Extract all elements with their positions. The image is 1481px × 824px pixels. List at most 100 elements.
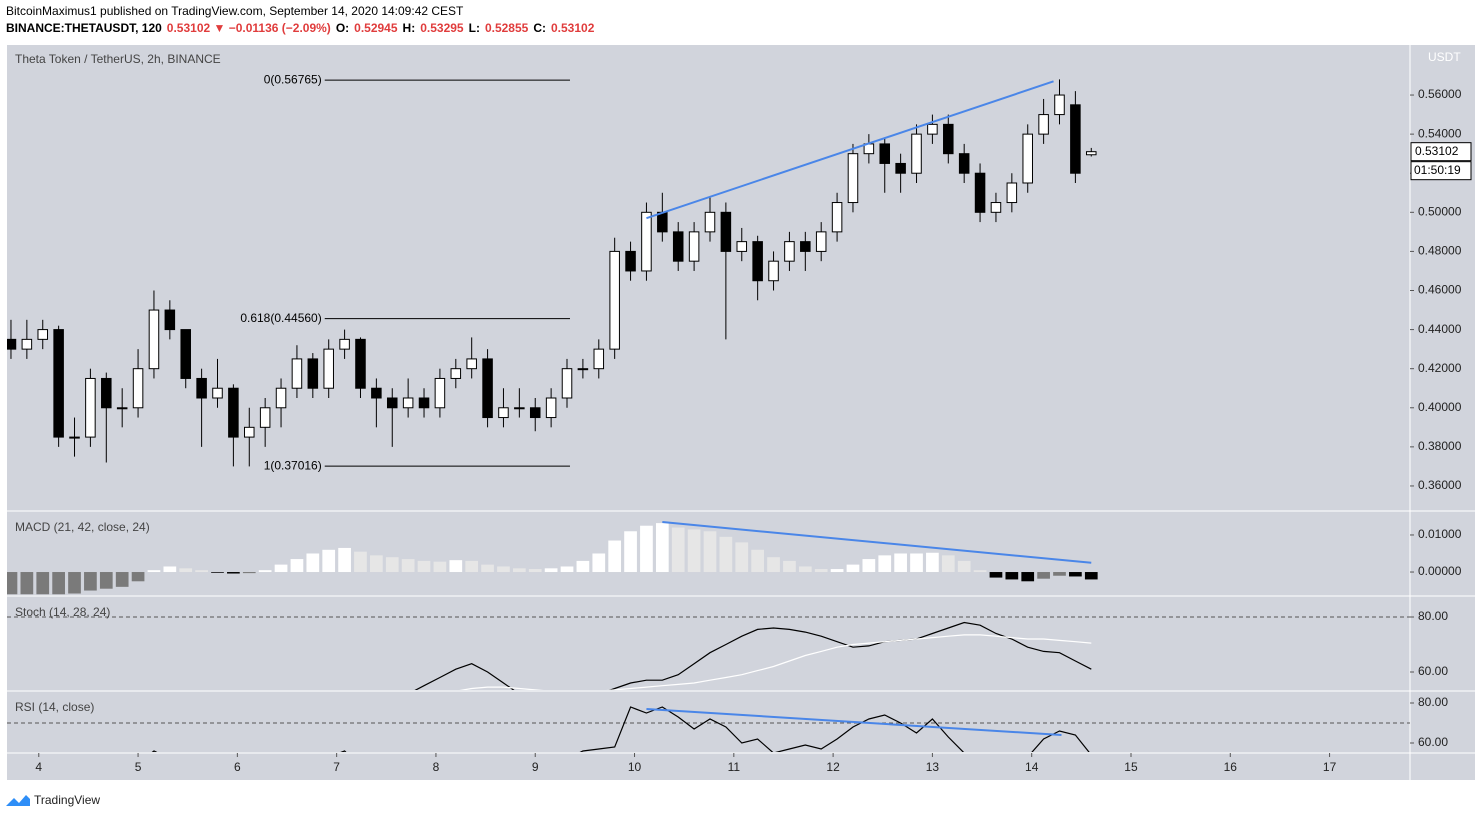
histogram-bar (910, 553, 923, 573)
trendline (646, 80, 1054, 220)
fib-label: 1(0.37016) (264, 458, 322, 472)
y-tick-label: 0.40000 (1418, 400, 1462, 414)
histogram-bar (957, 560, 971, 573)
histogram-bar (417, 560, 431, 573)
candle-body (1006, 182, 1018, 204)
histogram-bar (258, 570, 272, 573)
trendline (662, 521, 1092, 564)
quote-part: C: (533, 21, 546, 35)
countdown: 01:50:19 (1414, 163, 1461, 177)
candle-body (625, 250, 636, 272)
candle-body (450, 368, 462, 379)
candle-body (418, 397, 430, 409)
histogram-bar (306, 553, 320, 573)
candle-body (529, 407, 541, 419)
candle-body (895, 162, 906, 174)
histogram-bar (814, 569, 828, 573)
histogram-bar (211, 572, 224, 573)
histogram-bar (290, 559, 304, 573)
histogram-bar (544, 568, 558, 573)
x-tick-label: 7 (333, 760, 340, 774)
candle-body (482, 358, 493, 419)
quote-part: BINANCE:THETAUSDT, 120 (6, 21, 162, 35)
histogram-bar (751, 549, 765, 573)
x-tick-label: 8 (433, 760, 440, 774)
candle-body (291, 358, 303, 389)
unit-label: USDT (1428, 50, 1461, 64)
indicator-title: Stoch (14, 28, 24) (15, 605, 110, 619)
x-tick-label: 16 (1224, 760, 1238, 774)
y-tick-label: 0.56000 (1418, 87, 1462, 101)
countdown-box (1410, 161, 1472, 181)
candle-body (244, 426, 255, 438)
histogram-bar (163, 566, 177, 573)
histogram-bar (528, 569, 542, 573)
histogram-bar (1069, 572, 1082, 577)
candle-body (498, 407, 509, 419)
candle-body (148, 309, 160, 370)
brand: TradingView (34, 793, 100, 807)
histogram-bar (1005, 572, 1019, 580)
histogram-bar (433, 561, 447, 573)
candle-body (7, 338, 17, 350)
candle-body (164, 309, 176, 331)
y-tick-label: 80.00 (1418, 609, 1448, 623)
histogram-bar (1053, 572, 1066, 576)
candle-body (466, 358, 477, 370)
y-tick-label: 0.00000 (1418, 564, 1462, 578)
histogram-bar (401, 559, 415, 573)
candle-body (1038, 114, 1049, 135)
candle-body (212, 387, 223, 399)
histogram-bar (84, 572, 97, 591)
histogram-bar (449, 560, 463, 573)
candle-body (720, 211, 732, 252)
candle-body (641, 211, 652, 272)
quote-part: L: (469, 21, 480, 35)
candle-body (69, 436, 80, 439)
histogram-bar (560, 566, 574, 573)
candle-body (672, 231, 684, 262)
candle-body (355, 338, 366, 389)
x-tick-label: 11 (728, 760, 741, 774)
x-tick-label: 5 (135, 760, 142, 774)
candle-body (657, 211, 668, 233)
histogram-bar (624, 531, 637, 573)
histogram-bar (846, 564, 860, 573)
histogram-bar (1021, 572, 1035, 582)
candle-body (831, 202, 843, 233)
x-tick-label: 4 (35, 760, 42, 774)
y-tick-label: 80.00 (1418, 695, 1448, 709)
candle-body (1070, 104, 1081, 174)
histogram-bar (973, 570, 987, 573)
chart-title: Theta Token / TetherUS, 2h, BINANCE (15, 52, 221, 66)
x-tick-label: 12 (826, 760, 840, 774)
last-price-box (1410, 142, 1472, 162)
histogram-bar (274, 564, 288, 573)
candle-body (943, 123, 954, 155)
indicator-line (151, 706, 1090, 752)
candle-body (736, 241, 748, 252)
candle-body (800, 241, 811, 252)
candle-body (879, 143, 891, 164)
histogram-bar (20, 572, 34, 595)
x-tick-label: 6 (234, 760, 241, 774)
indicator-line (459, 634, 1092, 690)
plot-area (7, 521, 1098, 595)
fib-label: 0.618(0.44560) (240, 311, 321, 325)
histogram-bar (719, 536, 733, 573)
histogram-bar (512, 568, 526, 573)
candle-body (307, 358, 319, 389)
y-tick-label: 0.01000 (1418, 527, 1462, 541)
quote-part: 0.53295 (420, 21, 464, 35)
histogram-bar (671, 527, 685, 573)
y-tick-label: 0.38000 (1418, 439, 1462, 453)
candle-body (704, 211, 716, 233)
candle-body (180, 329, 191, 379)
candle-body (593, 348, 605, 370)
x-tick-label: 9 (532, 760, 539, 774)
histogram-bar (830, 569, 844, 573)
histogram-bar (227, 572, 240, 574)
x-tick-label: 14 (1025, 760, 1039, 774)
histogram-bar (576, 560, 590, 573)
